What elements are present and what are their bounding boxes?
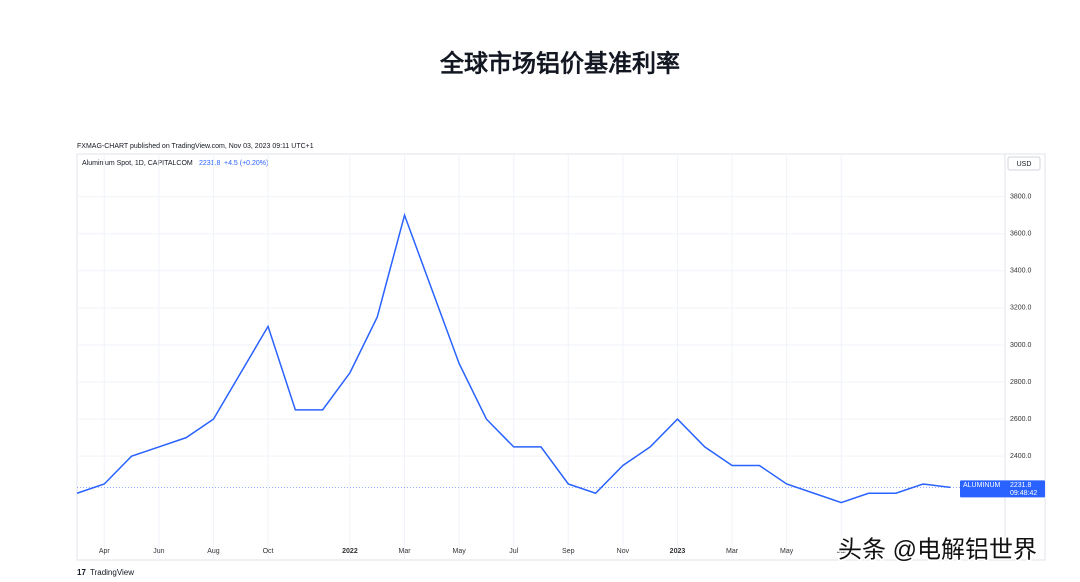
price-axis: [1004, 153, 1046, 561]
legend-change: +4.5 (+0.20%): [224, 160, 268, 167]
x-tick-label: May: [453, 548, 467, 555]
plot-frame: [76, 153, 1006, 561]
y-tick-label: 3600.0: [1010, 231, 1032, 238]
x-tick-label: Aug: [207, 548, 220, 555]
source: FXMAG-CHART published on TradingView.com…: [77, 143, 314, 150]
price-line: [76, 212, 951, 504]
x-tick-label: Sep: [562, 548, 575, 555]
chart-title: 全球市场铝价基准利率: [439, 49, 680, 77]
symbol: Aluminium Spot, 1D, CAPITALCOM: [82, 160, 193, 167]
x-tick-label: Mar: [726, 548, 739, 555]
y-tick-label: 3200.0: [1010, 305, 1032, 312]
x-tick-label: 2023: [670, 548, 686, 555]
x-tick-label: Jun: [153, 548, 164, 555]
brand-logo: 17: [77, 568, 86, 577]
y-tick-label: 2600.0: [1010, 416, 1032, 423]
y-tick-label: 2800.0: [1010, 379, 1032, 386]
x-tick-label: Nov: [617, 548, 630, 555]
badge: [960, 480, 1045, 498]
y-tick-label: 3800.0: [1010, 193, 1032, 200]
currency: USD: [1017, 161, 1032, 168]
x-tick-label: Jul: [837, 548, 846, 555]
x-tick-label: Apr: [99, 548, 111, 555]
brand: TradingView: [90, 568, 134, 577]
y-tick-label: 3000.0: [1010, 342, 1032, 349]
x-tick-label: May: [780, 548, 794, 555]
y-tick-label: 2400.0: [1010, 453, 1032, 460]
badge-value: 2231.8: [1010, 482, 1032, 489]
badge-time: 09:48:42: [1010, 490, 1037, 497]
x-tick-label: Oct: [263, 548, 274, 555]
badge-name: ALUMINUM: [963, 482, 1001, 489]
x-tick-label: 2022: [342, 548, 358, 555]
x-tick-label: Mar: [398, 548, 411, 555]
legend-last: 2231.8: [199, 160, 221, 167]
watermark: 头条 @电解铝世界: [838, 536, 1037, 563]
y-tick-label: 3400.0: [1010, 268, 1032, 275]
x-tick-label: Jul: [509, 548, 518, 555]
currency-box: [1007, 156, 1041, 171]
plot: 2400.0 2600.0 2800.0 3000.0 3200.0 3400.0 3600…: [76, 154, 1045, 560]
